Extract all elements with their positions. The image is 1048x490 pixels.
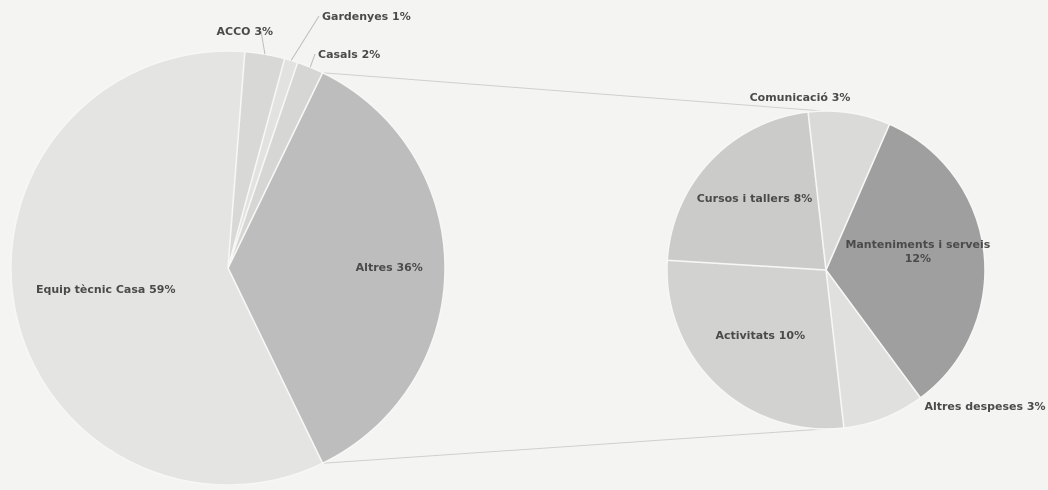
main-slice-equip-tecnic-casa — [10, 50, 324, 486]
label-comunicacio: Comunicació 3% — [750, 91, 851, 104]
label-activitats: Activitats 10% — [715, 329, 805, 342]
sub-slice-comunicacio — [807, 110, 891, 273]
leader-line-gardenyes — [290, 15, 320, 61]
main-slice-altres — [227, 71, 446, 465]
connector-line-top — [322, 72, 837, 113]
sub-slice-manteniments-i-serveis — [825, 123, 986, 399]
main-pie — [10, 50, 446, 486]
sub-slice-cursos-i-tallers — [666, 111, 827, 271]
leader-line-acco — [260, 30, 266, 55]
leader-lines — [260, 15, 320, 68]
label-cursos-i-tallers: Cursos i tallers 8% — [697, 192, 813, 205]
label-altres: Altres 36% — [356, 261, 423, 274]
label-acco: ACCO 3% — [216, 25, 273, 38]
secondary-pie — [666, 110, 986, 430]
label-gardenyes: Gardenyes 1% — [322, 10, 411, 23]
connector-lines — [322, 72, 839, 464]
label-manteniments-i-serveis: Manteniments i serveis 12% — [845, 238, 990, 265]
label-altres-despeses: Altres despeses 3% — [924, 400, 1045, 413]
connector-line-bottom — [322, 427, 839, 464]
leader-line-casals — [309, 53, 316, 68]
label-casals: Casals 2% — [318, 48, 380, 61]
label-equip-tecnic-casa: Equip tècnic Casa 59% — [36, 283, 176, 296]
data-labels: Altres 36% Equip tècnic Casa 59% ACCO 3% Ga… — [36, 10, 1046, 413]
sub-slice-activitats — [666, 259, 845, 430]
